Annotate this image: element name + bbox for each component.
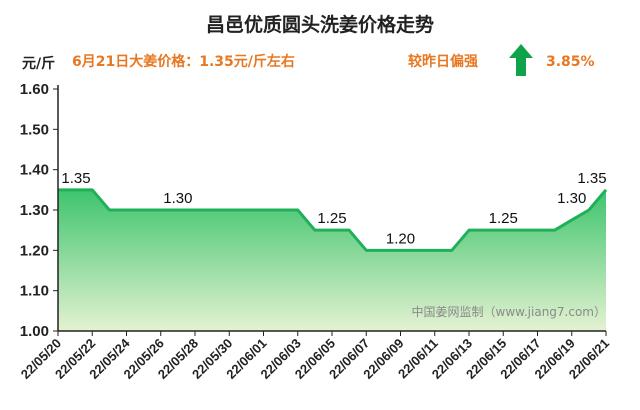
- chart-title: 昌邑优质圆头洗姜价格走势: [206, 13, 434, 36]
- data-label: 1.35: [61, 170, 90, 187]
- y-tick-label: 1.40: [20, 162, 49, 179]
- price-note: 6月21日大姜价格：1.35元/斤左右: [72, 53, 295, 70]
- y-unit-label: 元/斤: [22, 55, 55, 72]
- data-label: 1.20: [386, 230, 415, 247]
- change-percent: 3.85%: [546, 54, 595, 70]
- data-label: 1.30: [163, 190, 192, 207]
- data-label: 1.25: [489, 210, 518, 227]
- data-label: 1.35: [577, 170, 606, 187]
- up-arrow-icon: [509, 44, 533, 76]
- data-label: 1.30: [557, 190, 586, 207]
- y-tick-label: 1.10: [20, 283, 49, 300]
- series-line: [58, 188, 608, 252]
- area-fill: [58, 189, 606, 331]
- area-layer: [58, 188, 608, 331]
- data-labels: 1.35 1.30 1.25 1.20 1.25 1.30 1.35: [61, 170, 606, 248]
- watermark: 中国姜网监制（www.jiang7.com）: [412, 304, 606, 319]
- y-tick-label: 1.30: [20, 202, 49, 219]
- data-label: 1.25: [317, 210, 346, 227]
- y-tick-label: 1.60: [20, 81, 49, 98]
- y-tick-label: 1.20: [20, 242, 49, 259]
- change-label: 较昨日偏强: [408, 53, 478, 70]
- y-tick-label: 1.00: [20, 323, 49, 340]
- y-tick-label: 1.50: [20, 121, 49, 138]
